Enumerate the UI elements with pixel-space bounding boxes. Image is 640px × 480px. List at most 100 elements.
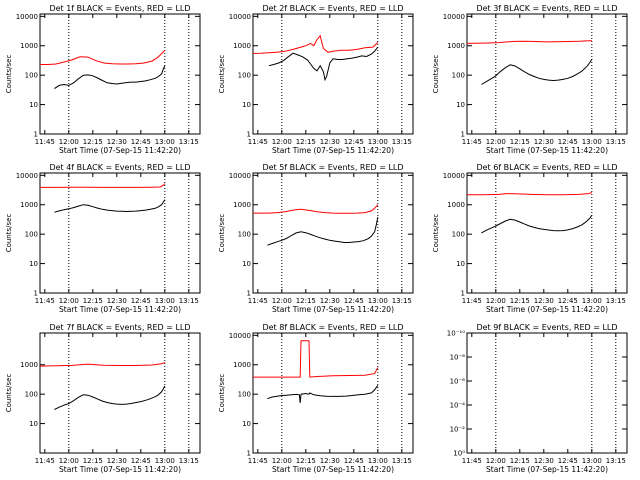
x-tick-label: 12:00 <box>59 138 79 146</box>
x-tick-label: 12:30 <box>320 297 340 305</box>
y-tick-label: 10⁻⁶ <box>450 378 466 386</box>
y-tick-label: 1000 <box>20 201 38 209</box>
y-axis-label: Counts/sec <box>5 55 13 94</box>
y-tick-label: 10 <box>242 101 251 109</box>
axes-frame <box>39 332 201 454</box>
y-tick-label: 10000 <box>229 332 251 340</box>
x-axis-label: Start Time (07-Sep-15 11:42:20) <box>486 305 608 314</box>
x-tick-label: 13:00 <box>582 457 602 465</box>
x-axis-label: Start Time (07-Sep-15 11:42:20) <box>272 305 394 314</box>
x-tick-label: 13:00 <box>368 457 388 465</box>
axes-frame <box>466 332 628 454</box>
subplot-9: Det 9f BLACK = Events, RED = LLD 11:45 12:… <box>447 323 628 474</box>
x-tick-label: 12:30 <box>320 138 340 146</box>
subplot-5: Det 5f BLACK = Events, RED = LLD 11:45 12:… <box>218 163 414 314</box>
subplot-title: Det 2f BLACK = Events, RED = LLD <box>262 4 403 13</box>
x-tick-label: 12:15 <box>296 297 316 305</box>
x-tick-label: 12:00 <box>59 297 79 305</box>
y-tick-label: 10000 <box>16 13 38 21</box>
y-tick-label: 1 <box>461 290 465 298</box>
x-tick-label: 12:00 <box>272 297 292 305</box>
x-tick-label: 13:00 <box>368 138 388 146</box>
x-tick-label: 12:30 <box>534 138 554 146</box>
x-tick-label: 13:00 <box>155 297 175 305</box>
y-axis-label: Counts/sec <box>432 214 440 253</box>
x-tick-label: 12:00 <box>272 138 292 146</box>
x-tick-label: 12:00 <box>272 457 292 465</box>
x-axis-label: Start Time (07-Sep-15 11:42:20) <box>272 146 394 155</box>
x-tick-label: 12:45 <box>344 297 364 305</box>
x-tick-label: 12:45 <box>558 138 578 146</box>
x-tick-label: 11:45 <box>35 457 55 465</box>
y-axis-label: Counts/sec <box>218 214 226 253</box>
x-tick-label: 13:00 <box>582 138 602 146</box>
x-axis-label: Start Time (07-Sep-15 11:42:20) <box>486 146 608 155</box>
subplot-title: Det 1f BLACK = Events, RED = LLD <box>49 4 190 13</box>
y-tick-label: 10000 <box>229 172 251 180</box>
lld-series-line <box>253 204 379 214</box>
y-tick-label: 1000 <box>447 201 465 209</box>
axes-frame <box>252 13 414 135</box>
lld-series-line <box>253 340 379 378</box>
events-series-line <box>481 214 593 234</box>
x-tick-label: 12:30 <box>107 457 127 465</box>
y-tick-label: 10 <box>242 420 251 428</box>
y-tick-label: 1 <box>34 131 38 139</box>
x-tick-label: 12:00 <box>486 297 506 305</box>
x-tick-label: 13:15 <box>179 297 199 305</box>
x-axis-label: Start Time (07-Sep-15 11:42:20) <box>59 305 181 314</box>
y-tick-label: 10⁻² <box>450 426 466 434</box>
y-tick-label: 10⁻⁸ <box>450 354 466 362</box>
subplot-title: Det 4f BLACK = Events, RED = LLD <box>49 163 190 172</box>
x-tick-label: 12:00 <box>486 457 506 465</box>
subplot-7: Det 7f BLACK = Events, RED = LLD 11:45 12:… <box>5 323 201 474</box>
lld-series-line <box>39 361 166 367</box>
y-tick-label: 100 <box>452 72 465 80</box>
lld-series-line <box>40 49 166 65</box>
y-tick-label: 1 <box>247 131 251 139</box>
y-tick-label: 1000 <box>233 42 251 50</box>
y-axis-label: Counts/sec <box>218 374 226 413</box>
y-axis-label: Counts/sec <box>5 214 13 253</box>
x-tick-label: 12:15 <box>296 457 316 465</box>
y-tick-label: 1 <box>34 290 38 298</box>
events-series-line <box>54 385 166 410</box>
x-tick-label: 12:45 <box>344 138 364 146</box>
y-tick-label: 1000 <box>20 42 38 50</box>
axes-frame <box>466 13 628 135</box>
x-tick-label: 13:15 <box>606 138 626 146</box>
x-tick-label: 11:45 <box>35 297 55 305</box>
events-series-line <box>267 385 379 404</box>
x-tick-label: 12:45 <box>131 297 151 305</box>
y-tick-label: 10 <box>456 101 465 109</box>
x-tick-label: 12:45 <box>131 138 151 146</box>
x-tick-label: 12:45 <box>558 297 578 305</box>
y-tick-label: 100 <box>25 72 38 80</box>
x-tick-label: 11:45 <box>248 457 268 465</box>
axes-frame <box>39 172 201 294</box>
x-tick-label: 11:45 <box>248 138 268 146</box>
subplot-title: Det 9f BLACK = Events, RED = LLD <box>476 323 617 332</box>
axes-frame <box>39 13 201 135</box>
events-series-line <box>267 217 379 246</box>
x-tick-label: 12:30 <box>534 457 554 465</box>
x-tick-label: 12:30 <box>107 297 127 305</box>
events-series-line <box>54 199 166 213</box>
x-tick-label: 13:15 <box>392 297 412 305</box>
y-tick-label: 1 <box>247 290 251 298</box>
subplot-2: Det 2f BLACK = Events, RED = LLD 11:45 12:… <box>218 4 414 155</box>
x-tick-label: 11:45 <box>462 297 482 305</box>
x-tick-label: 11:45 <box>35 138 55 146</box>
x-tick-label: 12:15 <box>83 138 103 146</box>
x-axis-label: Start Time (07-Sep-15 11:42:20) <box>486 465 608 474</box>
events-series-line <box>54 65 166 90</box>
lld-series-line <box>466 40 592 44</box>
x-tick-label: 12:15 <box>83 457 103 465</box>
subplot-title: Det 6f BLACK = Events, RED = LLD <box>476 163 617 172</box>
y-tick-label: 1 <box>247 450 251 458</box>
y-tick-label: 1000 <box>233 361 251 369</box>
y-tick-label: 10⁰ <box>453 450 465 458</box>
y-axis-label: Counts/sec <box>432 55 440 94</box>
y-tick-label: 10000 <box>443 172 465 180</box>
